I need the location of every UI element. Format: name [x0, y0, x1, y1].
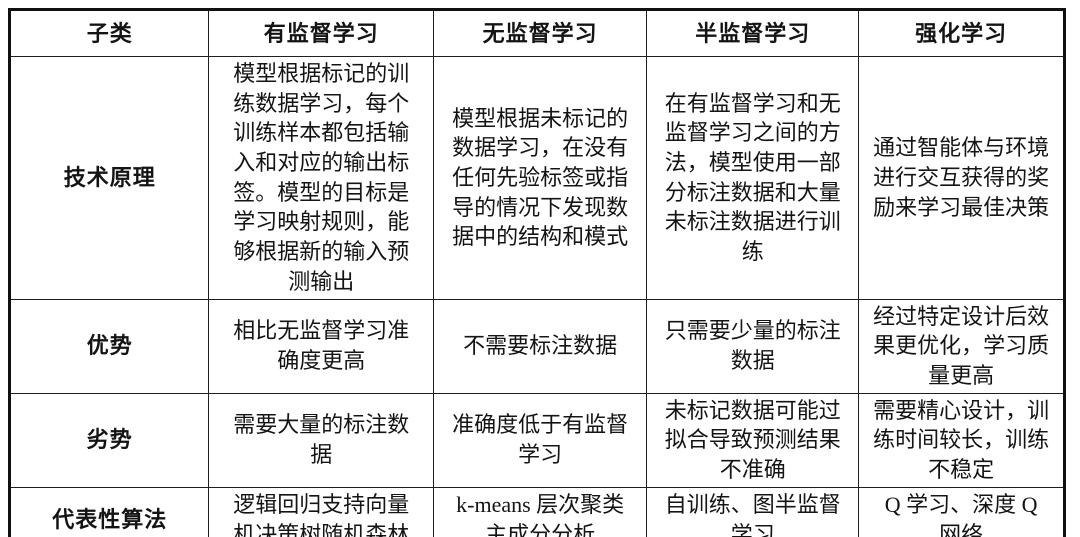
header-reinforcement: 强化学习	[858, 9, 1065, 57]
ml-comparison-table: 子类 有监督学习 无监督学习 半监督学习 强化学习 技术原理 模型根据标记的训练…	[8, 8, 1066, 537]
table-row-cons: 劣势 需要大量的标注数据 准确度低于有监督学习 未标记数据可能过拟合导致预测结果…	[8, 392, 1065, 488]
cell-cons-unsupervised: 准确度低于有监督学习	[433, 392, 648, 488]
header-semi-supervised: 半监督学习	[646, 9, 860, 57]
cell-pros-supervised: 相比无监督学习准确度更高	[208, 298, 435, 394]
row-label-principle: 技术原理	[8, 56, 210, 300]
cell-cons-reinforcement: 需要精心设计，训练时间较长，训练不稳定	[858, 392, 1065, 488]
cell-algorithms-supervised: 逻辑回归支持向量机决策树随机森林	[208, 486, 435, 537]
header-unsupervised: 无监督学习	[433, 9, 648, 57]
cell-cons-semi-supervised: 未标记数据可能过拟合导致预测结果不准确	[646, 392, 860, 488]
cell-pros-unsupervised: 不需要标注数据	[433, 298, 648, 394]
row-label-algorithms: 代表性算法	[8, 486, 210, 537]
table-row-pros: 优势 相比无监督学习准确度更高 不需要标注数据 只需要少量的标注数据 经过特定设…	[8, 298, 1065, 394]
cell-pros-reinforcement: 经过特定设计后效果更优化，学习质量更高	[858, 298, 1065, 394]
cell-cons-supervised: 需要大量的标注数据	[208, 392, 435, 488]
table-header-row: 子类 有监督学习 无监督学习 半监督学习 强化学习	[8, 9, 1065, 57]
cell-algorithms-unsupervised: k-means 层次聚类主成分分析	[433, 486, 648, 537]
cell-principle-supervised: 模型根据标记的训练数据学习，每个训练样本都包括输入和对应的输出标签。模型的目标是…	[208, 56, 435, 300]
cell-algorithms-reinforcement: Q 学习、深度 Q 网络	[858, 486, 1065, 537]
cell-principle-reinforcement: 通过智能体与环境进行交互获得的奖励来学习最佳决策	[858, 56, 1065, 300]
cell-principle-unsupervised: 模型根据未标记的数据学习，在没有任何先验标签或指导的情况下发现数据中的结构和模式	[433, 56, 648, 300]
cell-principle-semi-supervised: 在有监督学习和无监督学习之间的方法，模型使用一部分标注数据和大量未标注数据进行训…	[646, 56, 860, 300]
header-subcategory: 子类	[8, 9, 210, 57]
table-row-algorithms: 代表性算法 逻辑回归支持向量机决策树随机森林 k-means 层次聚类主成分分析…	[8, 486, 1065, 537]
header-supervised: 有监督学习	[208, 9, 435, 57]
row-label-pros: 优势	[8, 298, 210, 394]
cell-algorithms-semi-supervised: 自训练、图半监督学习	[646, 486, 860, 537]
table-row-principle: 技术原理 模型根据标记的训练数据学习，每个训练样本都包括输入和对应的输出标签。模…	[8, 56, 1065, 300]
cell-pros-semi-supervised: 只需要少量的标注数据	[646, 298, 860, 394]
row-label-cons: 劣势	[8, 392, 210, 488]
